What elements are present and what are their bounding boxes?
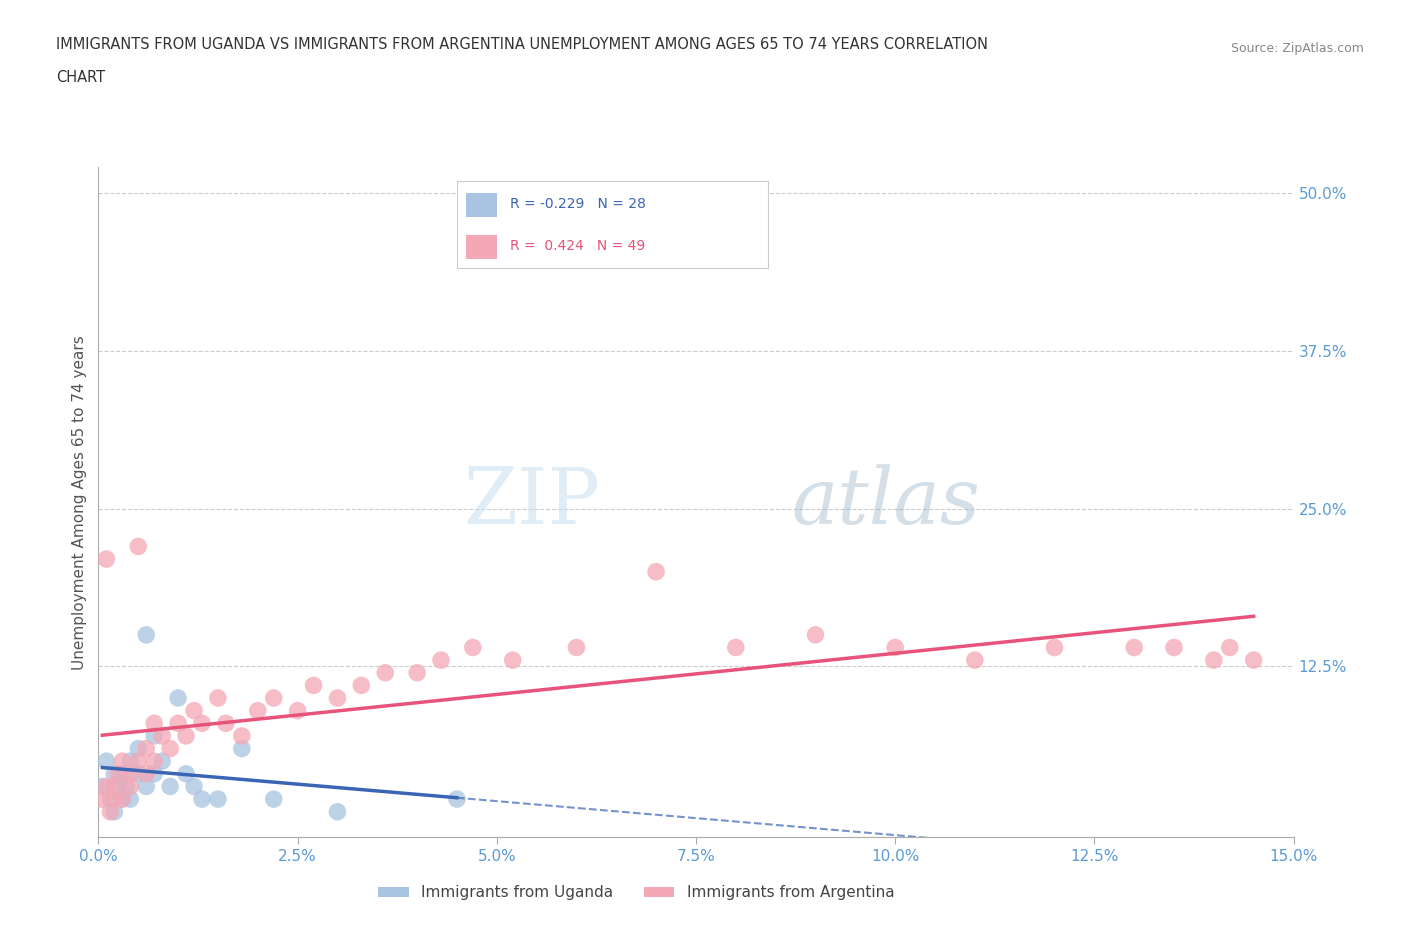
Point bbox=[150, 728, 173, 743]
Point bbox=[111, 791, 134, 806]
Point bbox=[302, 678, 325, 693]
Text: IMMIGRANTS FROM UGANDA VS IMMIGRANTS FROM ARGENTINA UNEMPLOYMENT AMONG AGES 65 T: IMMIGRANTS FROM UGANDA VS IMMIGRANTS FRO… bbox=[56, 37, 988, 52]
Point bbox=[111, 791, 134, 806]
Point bbox=[326, 691, 349, 706]
Point bbox=[207, 691, 229, 706]
Point bbox=[350, 678, 373, 693]
Point bbox=[150, 753, 173, 768]
Point bbox=[143, 753, 166, 768]
Point bbox=[231, 728, 253, 743]
Point bbox=[103, 804, 125, 819]
Point bbox=[107, 779, 129, 794]
Point bbox=[326, 804, 349, 819]
Point bbox=[107, 766, 129, 781]
Text: Source: ZipAtlas.com: Source: ZipAtlas.com bbox=[1230, 42, 1364, 55]
Point bbox=[884, 640, 907, 655]
Point bbox=[120, 753, 142, 768]
Point bbox=[263, 691, 285, 706]
Point bbox=[135, 628, 157, 643]
Point bbox=[502, 653, 524, 668]
Point bbox=[963, 653, 986, 668]
Point bbox=[96, 753, 118, 768]
Point bbox=[96, 551, 118, 566]
Point bbox=[191, 716, 214, 731]
Point bbox=[183, 779, 205, 794]
Point bbox=[167, 691, 190, 706]
Point bbox=[406, 665, 429, 680]
Point bbox=[191, 791, 214, 806]
Point bbox=[135, 779, 157, 794]
Point bbox=[91, 779, 114, 794]
Point bbox=[96, 779, 118, 794]
Point bbox=[111, 766, 134, 781]
Point bbox=[1123, 640, 1146, 655]
Point bbox=[1243, 653, 1265, 668]
Point bbox=[135, 741, 157, 756]
Point bbox=[103, 766, 125, 781]
Point bbox=[1043, 640, 1066, 655]
Point bbox=[287, 703, 309, 718]
Point bbox=[246, 703, 269, 718]
Point bbox=[167, 716, 190, 731]
Point bbox=[100, 791, 122, 806]
Point bbox=[115, 779, 138, 794]
Point bbox=[183, 703, 205, 718]
Point bbox=[120, 766, 142, 781]
Point bbox=[231, 741, 253, 756]
Point bbox=[430, 653, 453, 668]
Point bbox=[374, 665, 396, 680]
Point bbox=[645, 565, 668, 579]
Point bbox=[143, 716, 166, 731]
Point bbox=[174, 766, 197, 781]
Point bbox=[111, 753, 134, 768]
Point bbox=[804, 628, 827, 643]
Point bbox=[127, 766, 149, 781]
Point bbox=[91, 791, 114, 806]
Point bbox=[174, 728, 197, 743]
Point bbox=[207, 791, 229, 806]
Point bbox=[1219, 640, 1241, 655]
Point bbox=[120, 779, 142, 794]
Point bbox=[724, 640, 747, 655]
Point bbox=[263, 791, 285, 806]
Point bbox=[215, 716, 238, 731]
Point bbox=[159, 779, 181, 794]
Point bbox=[103, 791, 125, 806]
Legend: Immigrants from Uganda, Immigrants from Argentina: Immigrants from Uganda, Immigrants from … bbox=[373, 879, 900, 907]
Point bbox=[103, 779, 125, 794]
Point bbox=[565, 640, 588, 655]
Point bbox=[1163, 640, 1185, 655]
Point bbox=[127, 741, 149, 756]
Point bbox=[135, 766, 157, 781]
Point bbox=[159, 741, 181, 756]
Text: atlas: atlas bbox=[792, 464, 980, 540]
Point bbox=[127, 539, 149, 554]
Point bbox=[461, 640, 484, 655]
Y-axis label: Unemployment Among Ages 65 to 74 years: Unemployment Among Ages 65 to 74 years bbox=[72, 335, 87, 670]
Point bbox=[143, 728, 166, 743]
Point bbox=[143, 766, 166, 781]
Point bbox=[120, 791, 142, 806]
Text: CHART: CHART bbox=[56, 70, 105, 85]
Point bbox=[100, 804, 122, 819]
Text: ZIP: ZIP bbox=[464, 464, 600, 540]
Point bbox=[1202, 653, 1225, 668]
Point bbox=[446, 791, 468, 806]
Point bbox=[127, 753, 149, 768]
